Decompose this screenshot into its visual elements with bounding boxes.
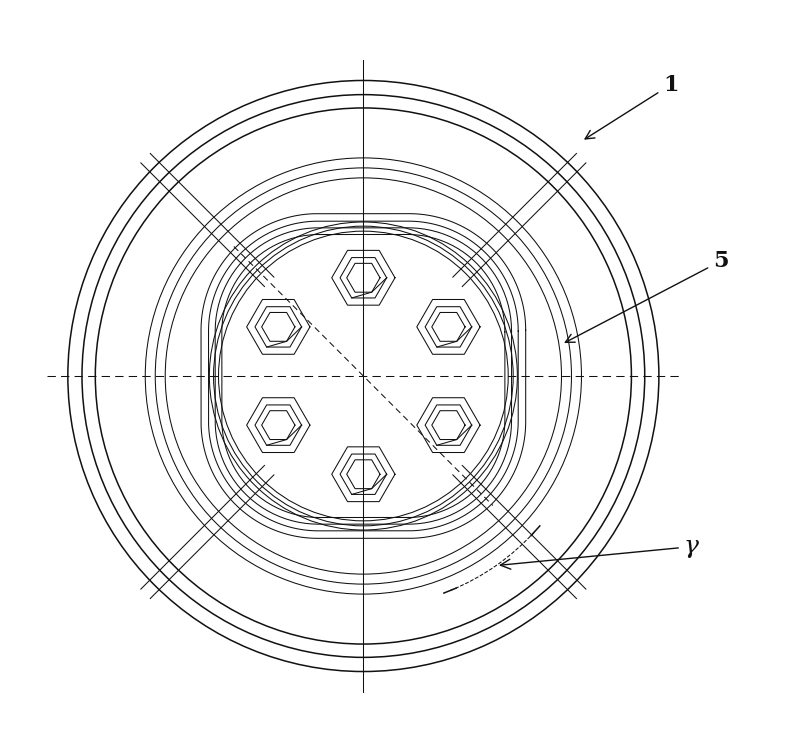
Text: 5: 5 (565, 250, 728, 342)
Text: 1: 1 (585, 74, 678, 139)
Text: γ: γ (500, 535, 699, 569)
